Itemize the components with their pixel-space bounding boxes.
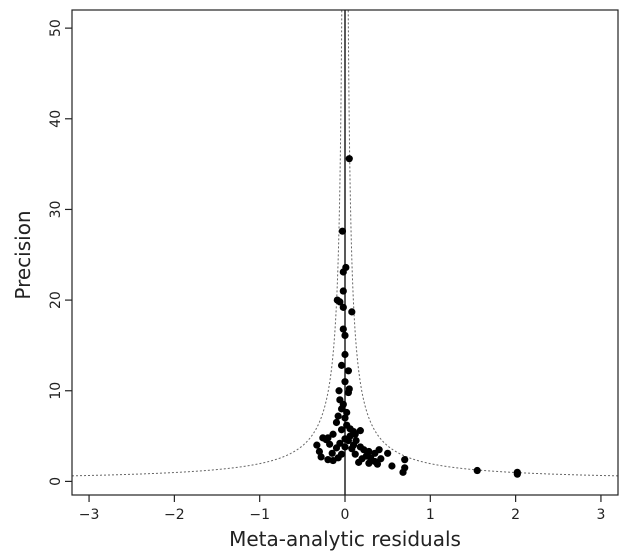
y-axis: 0 10 20 30 40 50 — [48, 19, 72, 486]
data-point — [337, 361, 346, 369]
data-point — [337, 405, 346, 413]
data-point — [341, 414, 349, 422]
data-point — [356, 427, 364, 435]
data-point — [322, 436, 330, 444]
data-point — [324, 456, 332, 464]
data-point — [339, 268, 347, 276]
data-point — [329, 430, 337, 438]
x-tick-label: 0 — [341, 507, 350, 523]
y-tick-label: 40 — [48, 110, 64, 128]
data-point — [351, 430, 359, 438]
data-point — [345, 155, 353, 163]
x-tick-label: 1 — [426, 507, 435, 523]
data-point — [315, 447, 324, 456]
data-point — [365, 459, 373, 467]
y-axis-title: Precision — [11, 210, 35, 299]
data-point — [375, 446, 383, 454]
funnel-layer — [71, 9, 619, 477]
data-point — [335, 387, 343, 395]
data-point — [339, 303, 347, 311]
data-point — [341, 443, 349, 451]
data-point — [351, 450, 359, 458]
data-point — [337, 426, 346, 434]
x-tick-label: 3 — [596, 507, 605, 523]
data-point — [313, 441, 321, 449]
data-point — [341, 350, 349, 359]
data-point — [473, 466, 481, 475]
data-point — [332, 418, 341, 427]
data-point — [355, 458, 363, 466]
data-point — [332, 444, 341, 452]
data-point — [341, 331, 349, 340]
data-point — [373, 460, 382, 468]
points-layer — [313, 155, 521, 478]
y-tick-label: 50 — [48, 19, 64, 37]
y-tick-label: 20 — [48, 291, 64, 309]
data-point — [344, 437, 353, 445]
data-point — [343, 408, 351, 417]
data-point — [339, 325, 347, 333]
data-point — [513, 470, 521, 478]
data-point — [339, 287, 347, 295]
data-point — [317, 453, 325, 461]
data-point — [401, 456, 409, 464]
data-point — [384, 449, 392, 457]
funnel-right-bound — [347, 9, 619, 477]
x-tick-label: −2 — [164, 507, 185, 523]
data-point — [328, 449, 336, 457]
data-point — [348, 445, 356, 453]
y-tick-label: 10 — [48, 382, 64, 400]
x-tick-label: −1 — [249, 507, 270, 523]
data-point — [388, 462, 396, 470]
data-point — [338, 227, 347, 235]
y-tick-label: 0 — [48, 477, 64, 486]
data-point — [399, 468, 407, 476]
x-axis: −3 −2 −1 0 1 2 3 — [79, 495, 605, 523]
data-point — [341, 378, 349, 386]
data-point — [336, 298, 344, 306]
funnel-left-bound — [71, 9, 343, 477]
data-point — [344, 388, 353, 397]
x-tick-label: −3 — [79, 507, 100, 523]
data-point — [377, 455, 385, 463]
y-tick-label: 30 — [48, 201, 64, 219]
x-tick-label: 2 — [511, 507, 520, 523]
data-point — [348, 308, 356, 316]
x-axis-title: Meta-analytic residuals — [229, 527, 461, 551]
data-point — [334, 412, 342, 420]
data-point — [344, 367, 353, 375]
